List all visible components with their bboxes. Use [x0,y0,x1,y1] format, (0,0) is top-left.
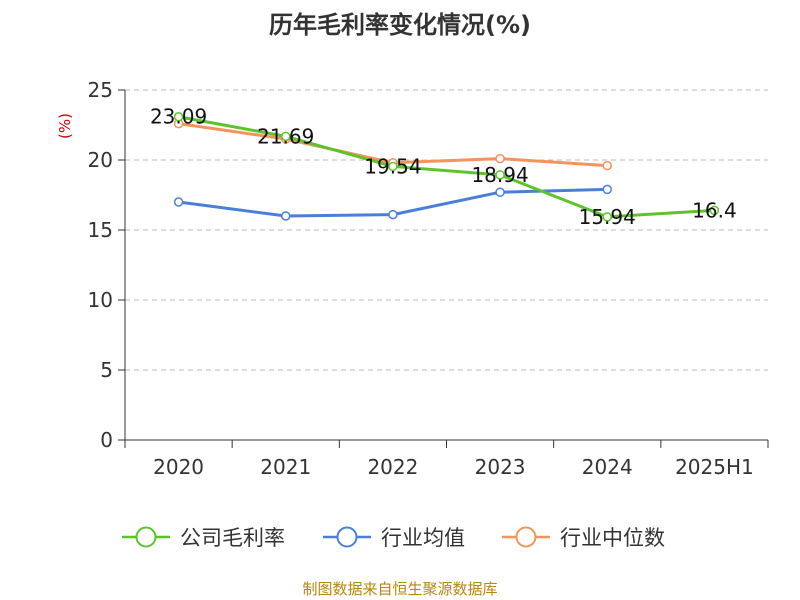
series-line [178,115,715,219]
legend-marker [336,526,358,548]
legend-item[interactable]: 行业中位数 [502,526,665,550]
data-label: 15.94 [579,205,636,229]
data-labels: 23.09 21.69 19.54 18.94 15.94 16.4 [150,105,737,229]
data-label: 21.69 [257,124,314,148]
y-tick-label: 25 [88,78,113,102]
x-tick-label: 2023 [475,455,526,479]
y-tick-label: 0 [100,428,113,452]
data-point [495,170,505,180]
x-tick-label: 2024 [582,455,633,479]
y-tick-label: 15 [88,218,113,242]
x-tick-label: 2022 [367,455,418,479]
data-source-note: 制图数据来自恒生聚源数据库 [302,580,497,598]
chart-title: 历年毛利率变化情况(%) [269,11,531,39]
y-tick-label: 20 [88,148,113,172]
series-lines [173,111,720,222]
legend-marker [135,526,157,548]
y-tick-label: 5 [100,358,113,382]
data-point [281,211,291,221]
data-point [602,212,612,222]
data-point [495,187,505,197]
data-point [388,161,398,172]
x-tick-label: 2020 [153,455,204,479]
data-point [173,111,184,122]
legend-label: 行业均值 [381,526,465,550]
legend-label: 行业中位数 [560,526,665,550]
data-label: 19.54 [364,154,421,178]
grid-lines [125,89,768,371]
data-point [281,131,291,142]
data-label: 16.4 [692,198,737,222]
data-point [602,184,612,195]
legend-label: 公司毛利率 [180,526,285,550]
data-point [173,197,184,207]
legend-item[interactable]: 公司毛利率 [122,526,285,550]
data-point [602,160,612,171]
legend-item[interactable]: 行业均值 [323,526,465,550]
legend-marker [515,526,537,548]
x-tick-label: 2025H1 [675,455,754,479]
data-label: 23.09 [150,105,207,129]
x-tick-label: 2021 [260,455,311,479]
y-axis-unit-label: (%) [56,113,74,139]
data-point [495,153,505,164]
y-tick-label: 10 [88,288,113,312]
axes: 0 5 10 15 20 25 2020 2021 2022 2023 2024 2025H1 [88,78,769,479]
data-point [388,209,398,220]
data-label: 18.94 [471,163,528,187]
data-point [709,205,720,216]
legend[interactable]: 公司毛利率 行业均值 行业中位数 [122,526,665,550]
